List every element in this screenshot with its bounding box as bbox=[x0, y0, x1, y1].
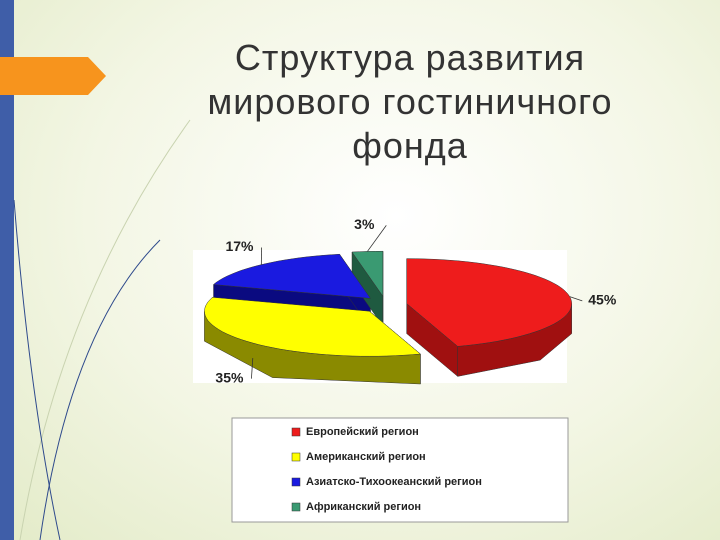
legend-swatch bbox=[291, 477, 301, 487]
legend-label: Европейский регион bbox=[306, 426, 419, 438]
leader-line bbox=[367, 225, 387, 252]
data-label: 3% bbox=[354, 216, 375, 232]
decor-line bbox=[13, 199, 61, 540]
slice bbox=[212, 253, 371, 299]
slice bbox=[204, 297, 422, 357]
legend-swatch bbox=[291, 502, 301, 512]
side-stripe bbox=[0, 0, 14, 540]
decor-line bbox=[39, 239, 161, 540]
legend-box bbox=[231, 417, 569, 523]
data-label: 17% bbox=[225, 238, 254, 254]
data-label: 45% bbox=[588, 292, 617, 308]
leader-line bbox=[569, 296, 583, 302]
leader-line bbox=[251, 358, 254, 379]
chart-title: Структура развития мирового гостиничного… bbox=[207, 37, 613, 166]
data-label: 35% bbox=[215, 369, 244, 385]
legend-label: Африканский регион bbox=[306, 501, 421, 513]
legend-swatch bbox=[291, 427, 301, 437]
legend-swatch bbox=[291, 452, 301, 462]
decor-line bbox=[19, 119, 191, 540]
legend-label: Американский регион bbox=[306, 451, 426, 463]
legend-label: Азиатско-Тихоокеанский регион bbox=[306, 476, 482, 488]
arrow-accent bbox=[0, 57, 106, 95]
